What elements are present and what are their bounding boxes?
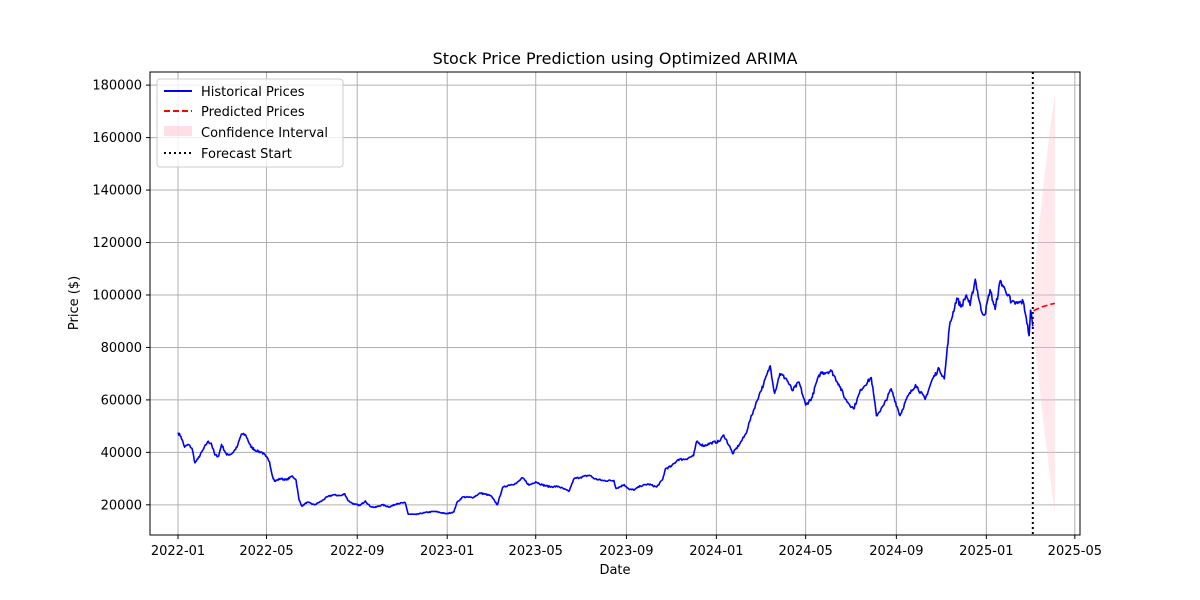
legend-label-predicted: Predicted Prices <box>201 105 305 120</box>
plot-area <box>177 72 1056 535</box>
y-tick-label: 40000 <box>101 446 142 461</box>
y-tick-label: 80000 <box>101 341 142 356</box>
legend-box <box>156 78 344 168</box>
legend-label-historical: Historical Prices <box>201 85 305 100</box>
x-tick-label: 2025-05 <box>1048 544 1102 559</box>
x-tick-label: 2022-05 <box>239 544 293 559</box>
confidence-interval-band <box>1033 92 1055 513</box>
y-tick-label: 20000 <box>101 498 142 513</box>
x-tick-label: 2023-01 <box>420 544 474 559</box>
y-tick-label: 140000 <box>92 184 142 199</box>
x-tick-label: 2025-01 <box>959 544 1013 559</box>
x-tick-label: 2022-09 <box>330 544 384 559</box>
y-tick-label: 160000 <box>92 131 142 146</box>
legend-confidence-patch <box>164 126 192 136</box>
x-tick-label: 2022-01 <box>151 544 205 559</box>
legend-label-forecast-start: Forecast Start <box>201 147 292 162</box>
legend-label-confidence: Confidence Interval <box>201 126 328 141</box>
historical-prices-line <box>177 278 1034 516</box>
x-axis-title: Date <box>599 563 630 578</box>
x-tick-label: 2024-01 <box>689 544 743 559</box>
y-tick-label: 120000 <box>92 236 142 251</box>
y-axis-title: Price ($) <box>67 276 82 330</box>
predicted-prices-line <box>1033 302 1056 312</box>
y-axis-ticks: 20000 40000 60000 80000 100000 120000 140000 16… <box>92 79 150 513</box>
y-tick-label: 60000 <box>101 393 142 408</box>
y-tick-label: 180000 <box>92 79 142 94</box>
x-tick-label: 2023-05 <box>509 544 563 559</box>
x-tick-label: 2024-09 <box>869 544 923 559</box>
x-tick-label: 2024-05 <box>778 544 832 559</box>
axes-frame <box>149 71 1081 536</box>
chart-title: Stock Price Prediction using Optimized A… <box>433 49 798 68</box>
x-axis-ticks: 2022-01 2022-05 2022-09 2023-01 2023-05 2023-… <box>151 535 1102 559</box>
legend: Historical Prices Predicted Prices Confi… <box>156 78 344 168</box>
y-tick-label: 100000 <box>92 288 142 303</box>
x-tick-label: 2023-09 <box>599 544 653 559</box>
